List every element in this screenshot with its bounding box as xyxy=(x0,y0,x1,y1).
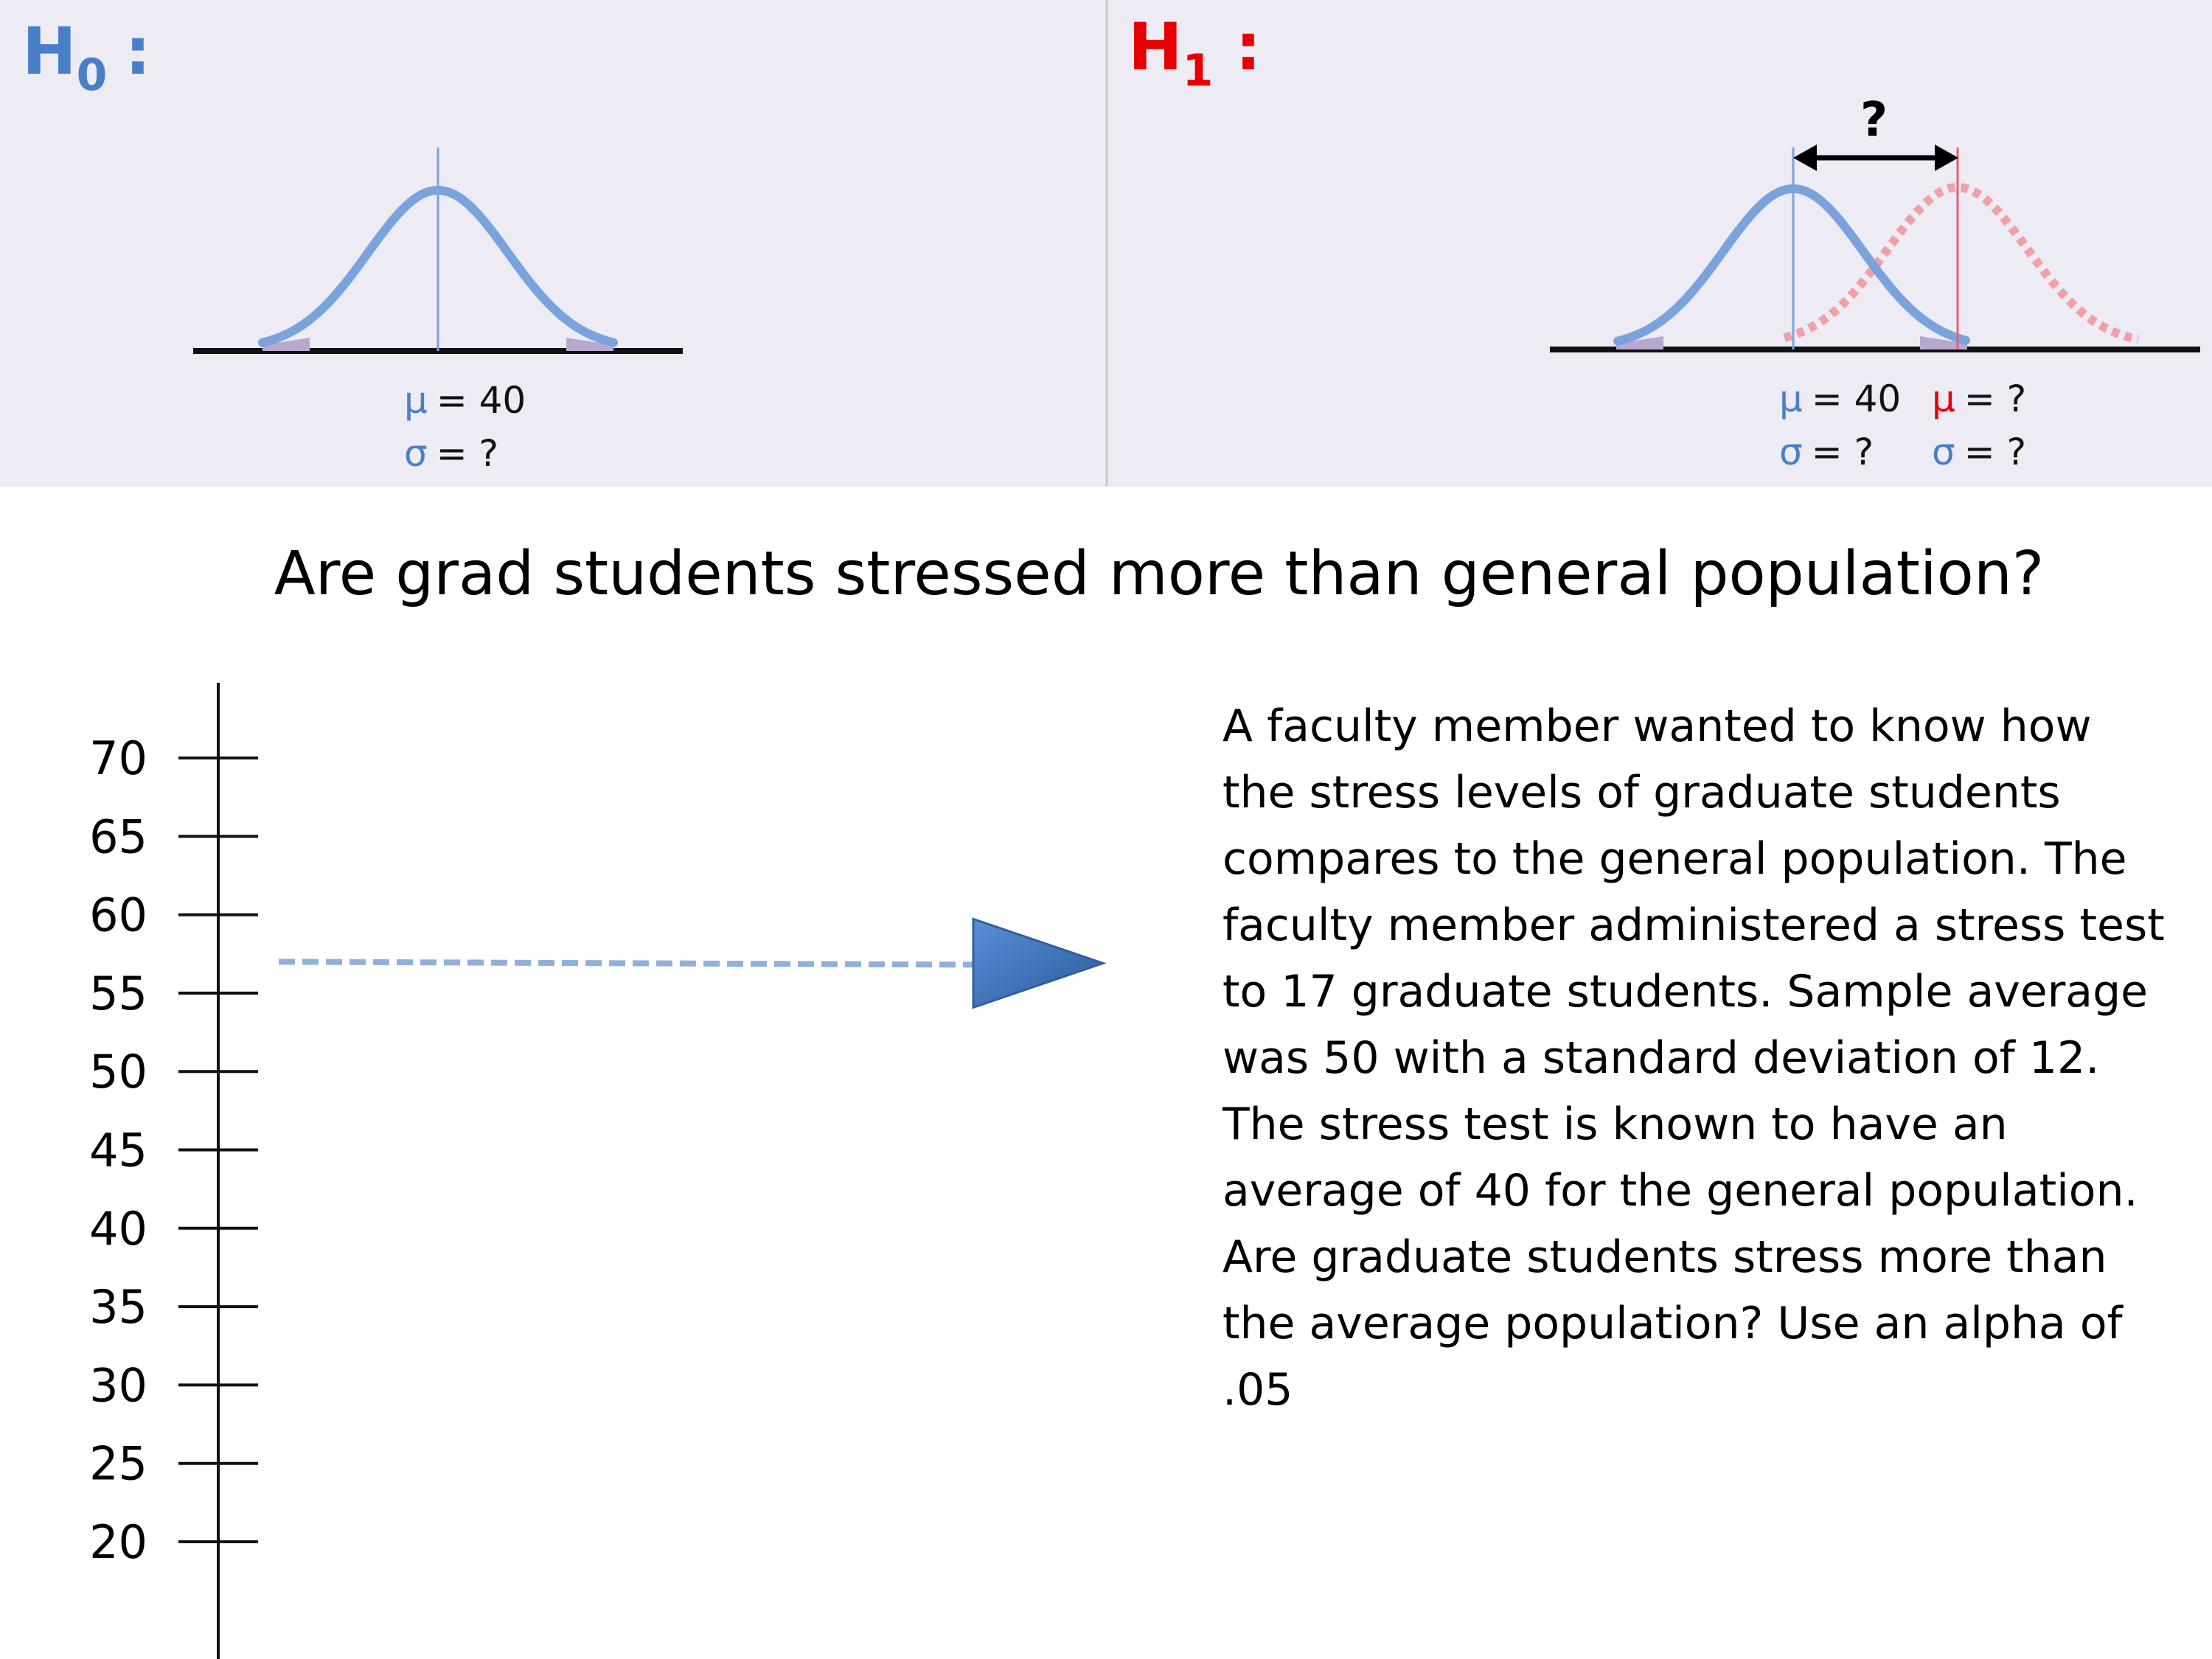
scale-tick-label: 50 xyxy=(89,1045,147,1099)
h0-distribution xyxy=(193,147,683,354)
h0-sigma-text: σ = ? xyxy=(404,432,498,475)
h1-null-bell-curve xyxy=(1613,184,1970,346)
h1-alt-bell-curve xyxy=(1783,182,2140,344)
scale-tick-label: 45 xyxy=(89,1124,147,1178)
difference-question-mark: ? xyxy=(1860,93,1888,147)
h0-panel-background xyxy=(0,0,1106,487)
scale-tick-label: 25 xyxy=(89,1437,147,1491)
h1-alt-sigma-text: σ = ? xyxy=(1932,431,2026,473)
scale-tick-label: 55 xyxy=(89,967,147,1020)
scale-tick-label: 60 xyxy=(89,888,147,942)
scale-tick-label: 35 xyxy=(89,1280,147,1334)
mean-difference-arrow xyxy=(1793,145,1958,171)
problem-statement: A faculty member wanted to know how the … xyxy=(1222,700,2165,1416)
h0-mu-text: μ = 40 xyxy=(404,379,526,422)
scale-tick-label: 30 xyxy=(89,1358,147,1412)
h1-alt-mu-text: μ = ? xyxy=(1932,378,2026,420)
difference-arrow-left-head xyxy=(1793,145,1817,171)
scale-tick-label: 65 xyxy=(89,810,147,863)
h0-right-tail xyxy=(566,338,613,351)
scale-tick-label: 70 xyxy=(89,731,147,785)
h1-null-sigma-text: σ = ? xyxy=(1779,431,1874,473)
h1-label: H1: xyxy=(1128,9,1262,97)
difference-arrow-right-head xyxy=(1935,145,1958,171)
scale-pointer-dashed-line xyxy=(278,959,977,968)
h1-null-mu-text: μ = 40 xyxy=(1779,378,1901,420)
h0-left-tail xyxy=(262,338,310,351)
h1-left-tail xyxy=(1616,336,1663,349)
h1-right-tail xyxy=(1920,336,1967,349)
scale-tick-label: 40 xyxy=(89,1202,147,1256)
h1-distributions xyxy=(1550,147,2200,352)
stress-scale: 70 65 60 55 50 45 40 35 30 25 20 xyxy=(89,683,258,1659)
pointer-arrowhead xyxy=(972,917,1107,1009)
h0-label: H0: xyxy=(22,13,151,101)
main-question: Are grad students stressed more than gen… xyxy=(274,539,2045,609)
h1-panel-background xyxy=(1107,0,2212,487)
scale-tick-label: 20 xyxy=(89,1515,147,1569)
